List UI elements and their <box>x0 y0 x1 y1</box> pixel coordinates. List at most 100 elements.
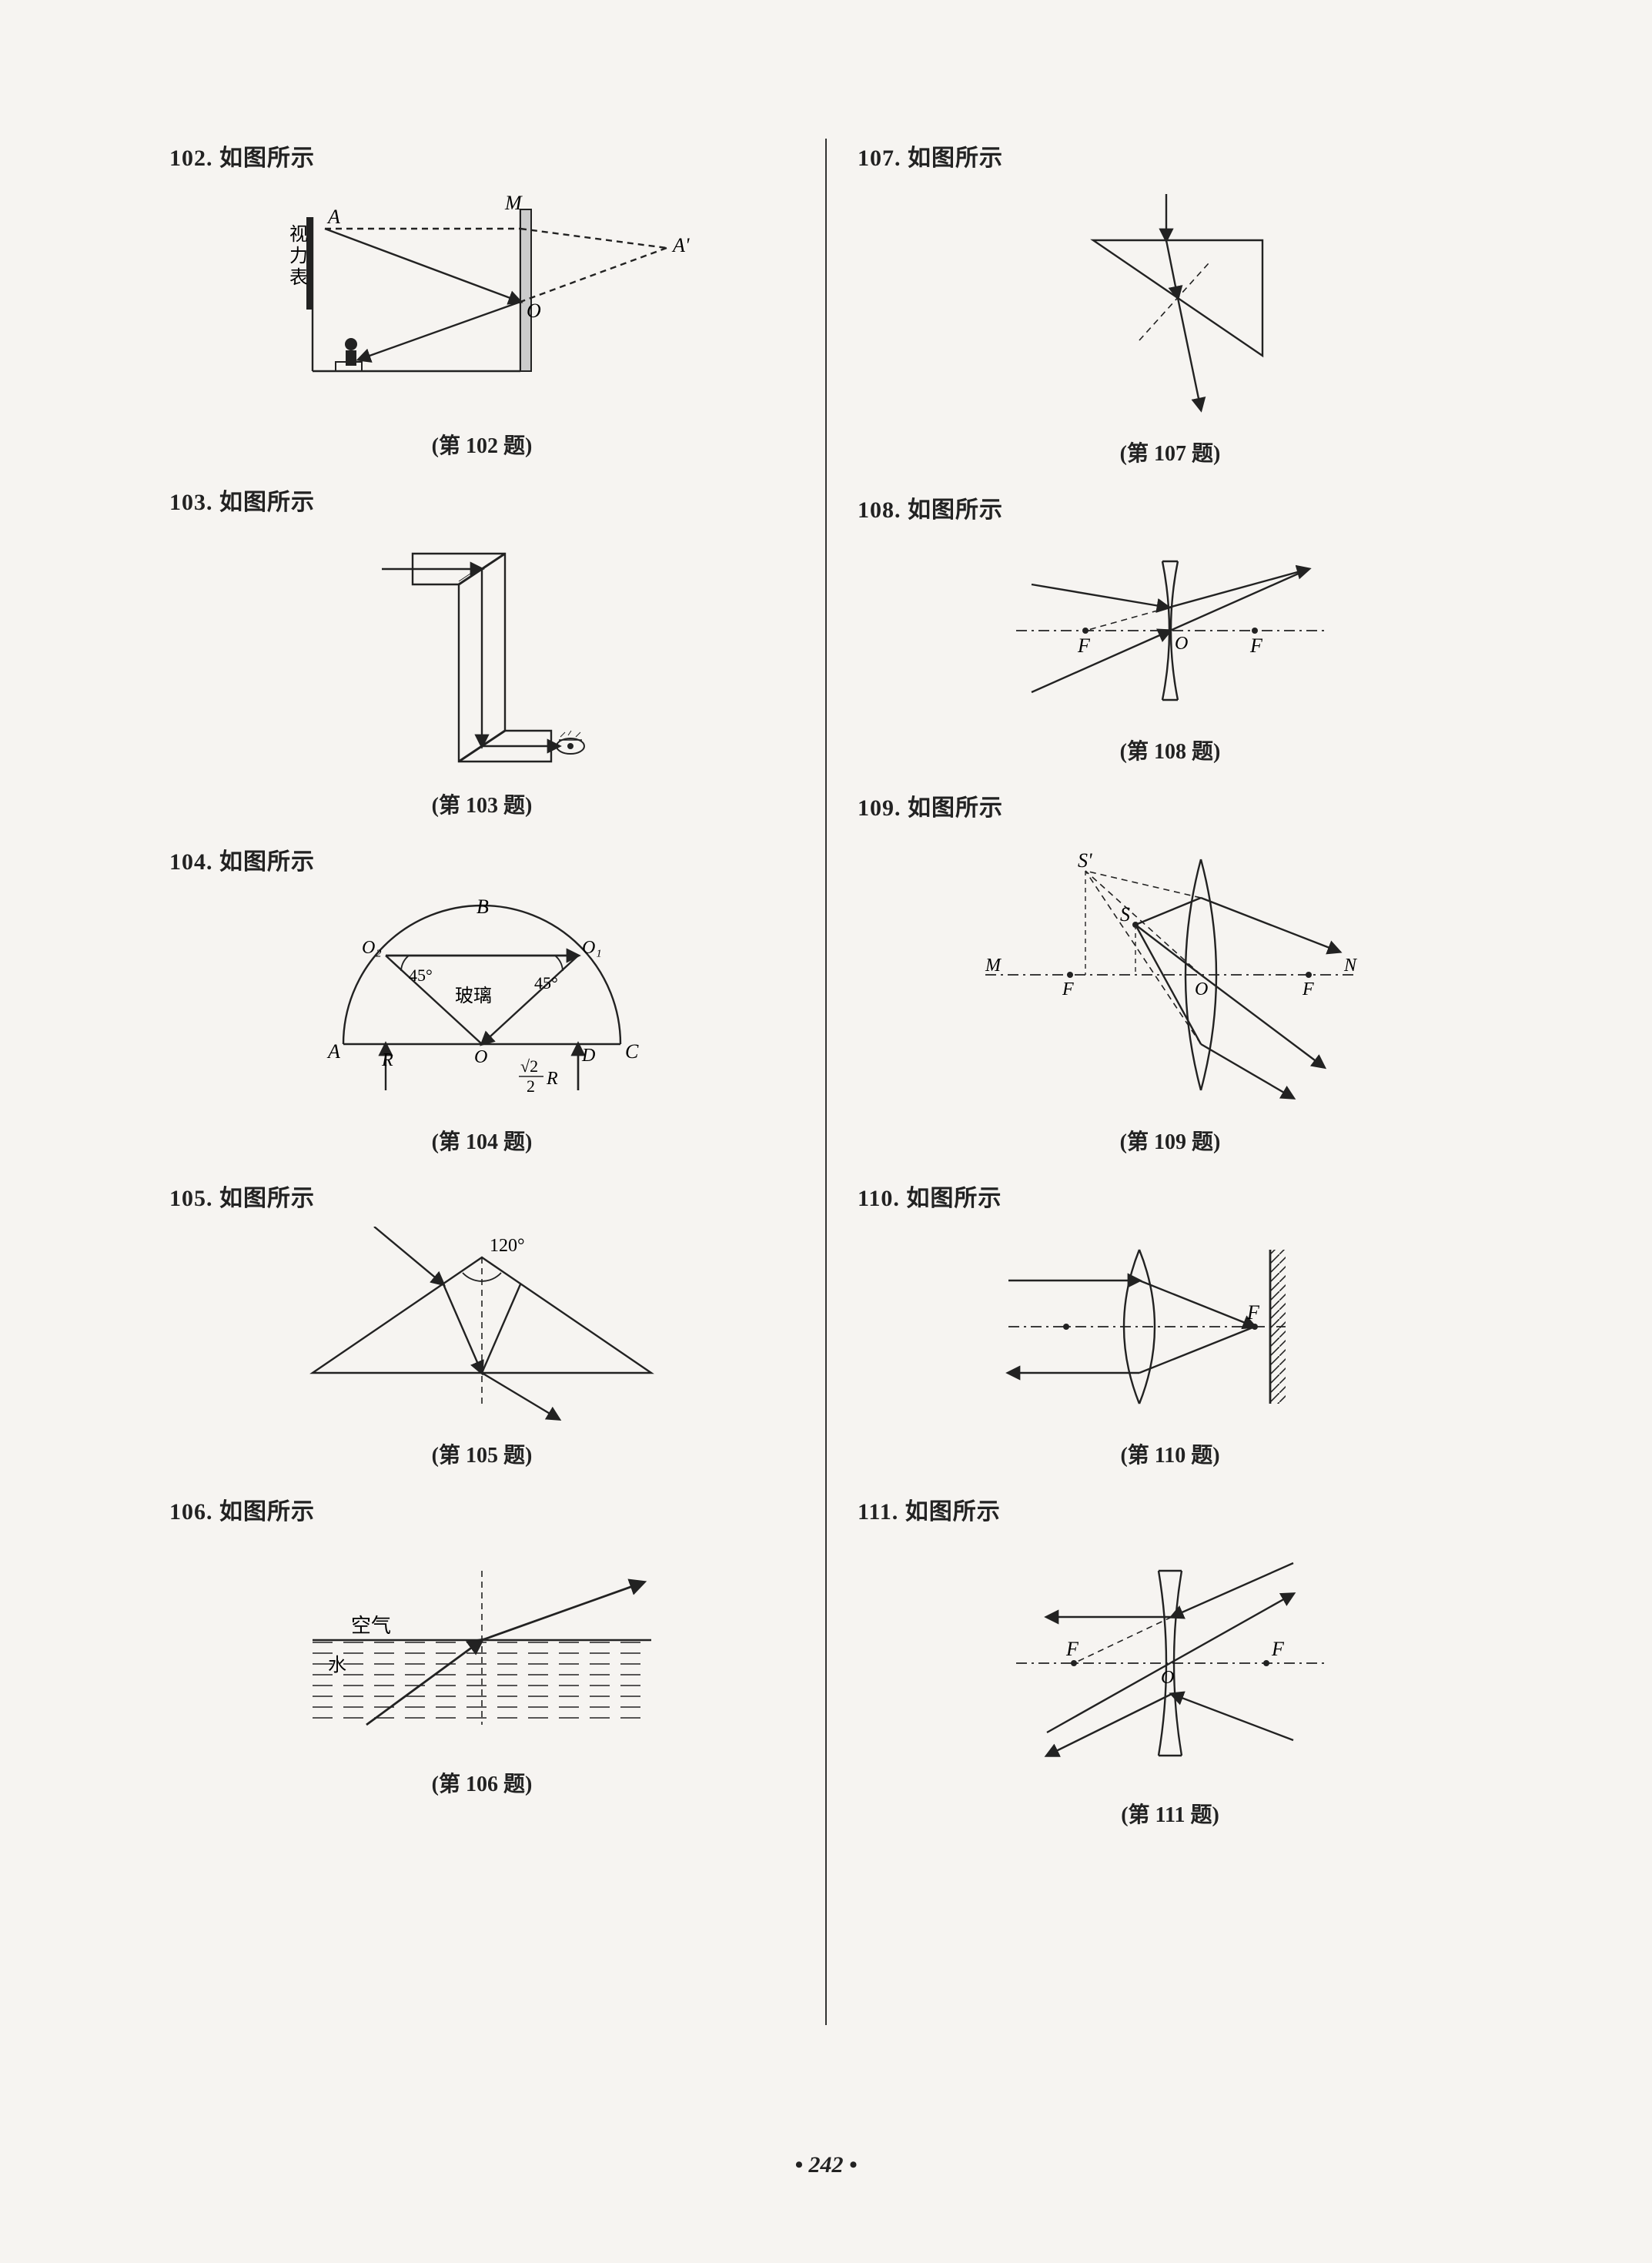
figure-102: 视 力 表 A M A' O (第 102 题) <box>169 186 794 460</box>
problem-111: 111. 如图所示 <box>858 1492 1483 1829</box>
problem-103-heading: 103. 如图所示 <box>169 483 794 517</box>
figure-108-caption: (第 108 题) <box>858 735 1483 765</box>
label-F1-108: F <box>1077 634 1091 657</box>
label-120: 120° <box>490 1236 525 1256</box>
problem-110: 110. 如图所示 <box>858 1179 1483 1469</box>
problem-105: 105. 如图所示 <box>169 1179 794 1469</box>
figure-108-svg: F F O <box>1001 538 1339 723</box>
label-O: O <box>527 300 541 322</box>
problem-107-text: 如图所示 <box>908 146 1003 171</box>
label-side3: 表 <box>289 267 308 288</box>
figure-104-caption: (第 104 题) <box>169 1125 794 1156</box>
figure-106-caption: (第 106 题) <box>169 1767 794 1798</box>
label-F2-111: F <box>1271 1638 1285 1660</box>
right-column: 107. 如图所示 <box>858 139 1483 2025</box>
figure-104: B O₂ O₁ A C D O R 45° 45° 玻璃 √2 <box>169 890 794 1156</box>
figure-105: 120° (第 105 题) <box>169 1227 794 1469</box>
problem-106: 106. 如图所示 <box>169 1492 794 1798</box>
figure-110-svg: F <box>993 1227 1347 1427</box>
label-D: D <box>581 1046 595 1066</box>
label-glass: 玻璃 <box>455 986 492 1006</box>
label-O-108: O <box>1175 634 1188 654</box>
figure-103-svg <box>359 531 605 777</box>
page: 102. 如图所示 <box>0 0 1652 2263</box>
label-O2: O₂ <box>362 938 382 958</box>
problem-108-heading: 108. 如图所示 <box>858 490 1483 524</box>
figure-110-caption: (第 110 题) <box>858 1438 1483 1469</box>
figure-111-svg: F F O <box>1001 1540 1339 1786</box>
problem-107-heading: 107. 如图所示 <box>858 139 1483 172</box>
figure-106: 空气 水 (第 106 题) <box>169 1540 794 1798</box>
figure-110: F (第 110 题) <box>858 1227 1483 1469</box>
problem-105-number: 105. <box>169 1186 213 1211</box>
problem-104-text: 如图所示 <box>219 849 315 875</box>
label-F2-108: F <box>1249 634 1263 657</box>
figure-102-svg: 视 力 表 A M A' O <box>266 186 697 417</box>
problem-103-number: 103. <box>169 490 213 515</box>
label-O1: O₁ <box>582 938 602 958</box>
label-F1-109: F <box>1062 979 1074 999</box>
problem-109-text: 如图所示 <box>908 795 1003 821</box>
problem-106-text: 如图所示 <box>219 1499 315 1525</box>
problem-104-heading: 104. 如图所示 <box>169 842 794 876</box>
problem-108: 108. 如图所示 <box>858 490 1483 765</box>
left-column: 102. 如图所示 <box>169 139 794 2025</box>
problem-110-number: 110. <box>858 1186 900 1211</box>
figure-105-svg: 120° <box>282 1227 682 1427</box>
figure-102-caption: (第 102 题) <box>169 429 794 460</box>
problem-104: 104. 如图所示 <box>169 842 794 1156</box>
problem-109-number: 109. <box>858 795 901 821</box>
problem-105-text: 如图所示 <box>219 1186 315 1211</box>
problem-108-text: 如图所示 <box>908 497 1003 523</box>
figure-107-caption: (第 107 题) <box>858 437 1483 467</box>
figure-108: F F O (第 108 题) <box>858 538 1483 765</box>
label-45a: 45° <box>409 966 433 985</box>
label-O-111: O <box>1161 1668 1174 1688</box>
label-F-110: F <box>1246 1301 1260 1324</box>
problem-110-text: 如图所示 <box>906 1186 1002 1211</box>
problem-111-heading: 111. 如图所示 <box>858 1492 1483 1526</box>
problem-102: 102. 如图所示 <box>169 139 794 460</box>
problem-110-heading: 110. 如图所示 <box>858 1179 1483 1213</box>
problem-102-number: 102. <box>169 146 213 171</box>
label-R: R <box>381 1050 393 1070</box>
label-A: A <box>326 1040 340 1063</box>
problem-105-heading: 105. 如图所示 <box>169 1179 794 1213</box>
svg-text:√2: √2 <box>520 1056 538 1076</box>
label-O-109: O <box>1195 979 1208 999</box>
label-M: M <box>985 956 1002 976</box>
label-B: B <box>477 895 489 918</box>
problem-111-text: 如图所示 <box>905 1499 1001 1525</box>
label-side2: 力 <box>289 246 308 266</box>
label-M: M <box>504 192 523 214</box>
svg-text:R: R <box>546 1069 558 1089</box>
figure-106-svg: 空气 水 <box>282 1540 682 1756</box>
problem-106-heading: 106. 如图所示 <box>169 1492 794 1526</box>
label-F1-111: F <box>1065 1638 1079 1660</box>
figure-109: S' S M N F F O (第 109 题) <box>858 836 1483 1156</box>
label-air: 空气 <box>351 1615 391 1637</box>
problem-106-number: 106. <box>169 1499 213 1525</box>
figure-105-caption: (第 105 题) <box>169 1438 794 1469</box>
label-water: 水 <box>328 1655 346 1675</box>
figure-107: (第 107 题) <box>858 186 1483 467</box>
problem-104-number: 104. <box>169 849 213 875</box>
label-Oc: O <box>474 1047 487 1067</box>
label-side: 视 <box>289 224 308 245</box>
problem-107-number: 107. <box>858 146 901 171</box>
label-N: N <box>1343 956 1358 976</box>
figure-107-svg <box>1032 186 1309 425</box>
label-S: S <box>1120 903 1130 926</box>
problem-103-text: 如图所示 <box>219 490 315 515</box>
two-column-layout: 102. 如图所示 <box>169 139 1483 2025</box>
label-A: A <box>326 206 340 228</box>
svg-text:2: 2 <box>527 1076 535 1096</box>
label-Sprime: S' <box>1078 849 1092 872</box>
label-Aprime: A' <box>671 234 690 256</box>
problem-102-text: 如图所示 <box>219 146 315 171</box>
label-45b: 45° <box>534 973 558 993</box>
problem-103: 103. 如图所示 <box>169 483 794 819</box>
figure-103: (第 103 题) <box>169 531 794 819</box>
problem-102-heading: 102. 如图所示 <box>169 139 794 172</box>
problem-109-heading: 109. 如图所示 <box>858 788 1483 822</box>
